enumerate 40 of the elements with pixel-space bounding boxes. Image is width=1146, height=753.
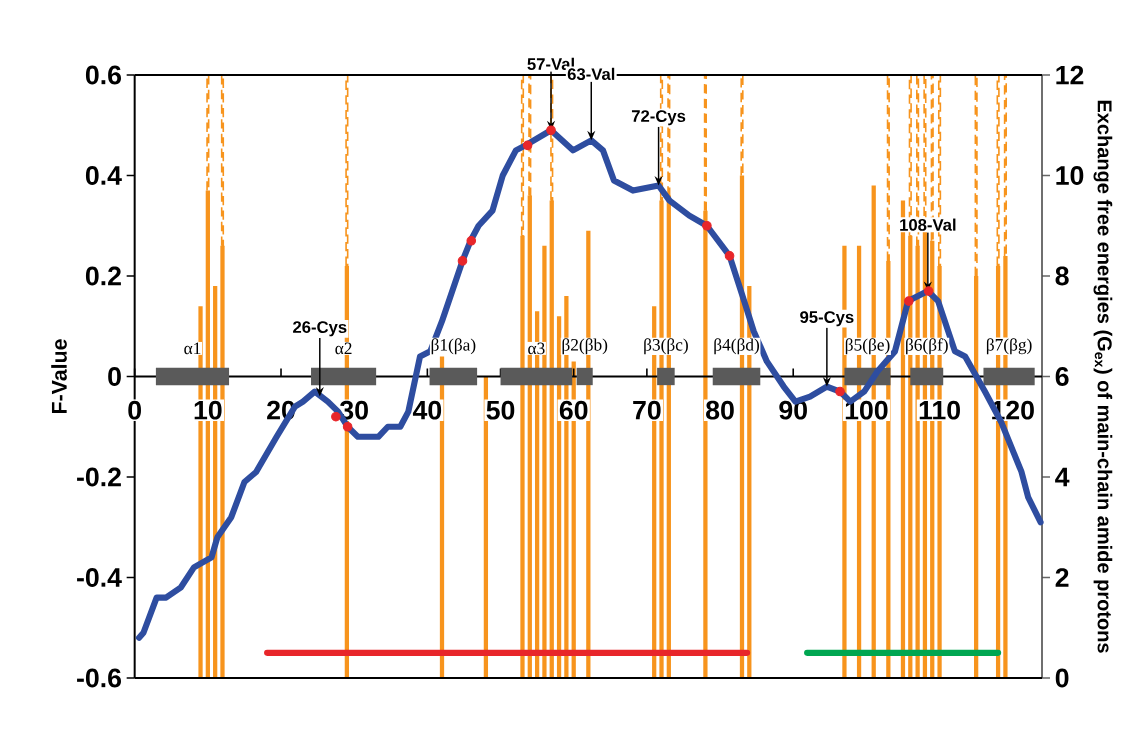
y-tick-label: 0.6 <box>85 65 121 85</box>
y-axis-title: F-Value <box>51 339 67 413</box>
series-label: β6(βf) <box>906 338 948 355</box>
y2-tick-label: 10 <box>1056 166 1084 185</box>
series-label: β1(βa) <box>431 338 476 355</box>
x-tick-label: 40 <box>412 400 442 420</box>
x-tick-label: 100 <box>845 400 888 420</box>
series-label: α3 <box>528 342 545 355</box>
annotation: 26-Cys <box>293 321 347 337</box>
y2-tick-label: 12 <box>1056 65 1084 85</box>
y-tick-label: -0.4 <box>77 568 122 587</box>
x-tick-label: 60 <box>559 400 588 420</box>
y-tick-label: -0.2 <box>77 467 121 487</box>
series-label: β7(βg) <box>986 338 1032 355</box>
y-tick-label: -0.6 <box>77 668 121 688</box>
annotation: 108-Val <box>900 218 956 231</box>
series-label: β5(βe) <box>845 338 890 355</box>
annotation: 95-Cys <box>800 311 854 327</box>
y2-axis-title: Exchange free energies (G$_{ex}$) of main-chain amide protons <box>1093 100 1113 653</box>
series-label: α1 <box>184 342 201 355</box>
y2-tick-label: 4 <box>1055 467 1070 487</box>
y2-tick-label: 8 <box>1055 266 1069 286</box>
x-tick-label: 80 <box>706 400 734 420</box>
y2-tick-label: 2 <box>1055 568 1069 587</box>
y-tick-label: 0.2 <box>85 266 121 286</box>
x-tick-label: 70 <box>633 400 661 420</box>
x-tick-label: 0 <box>128 400 141 420</box>
x-tick-label: 90 <box>779 400 807 420</box>
series-label: α2 <box>335 342 352 355</box>
series-label: β4(βd) <box>714 338 760 355</box>
y-tick-label: 0.4 <box>85 166 122 185</box>
x-tick-label: 50 <box>486 400 515 420</box>
x-tick-label: 10 <box>194 400 222 420</box>
y2-tick-label: 0 <box>1055 668 1069 688</box>
y-tick-label: 0 <box>108 367 121 386</box>
series-label: β2(βb) <box>562 338 608 355</box>
series-label: β3(βc) <box>644 338 688 355</box>
annotation: 72-Cys <box>631 110 686 126</box>
x-tick-label: 110 <box>919 400 960 420</box>
y2-tick-label: 6 <box>1055 367 1069 386</box>
